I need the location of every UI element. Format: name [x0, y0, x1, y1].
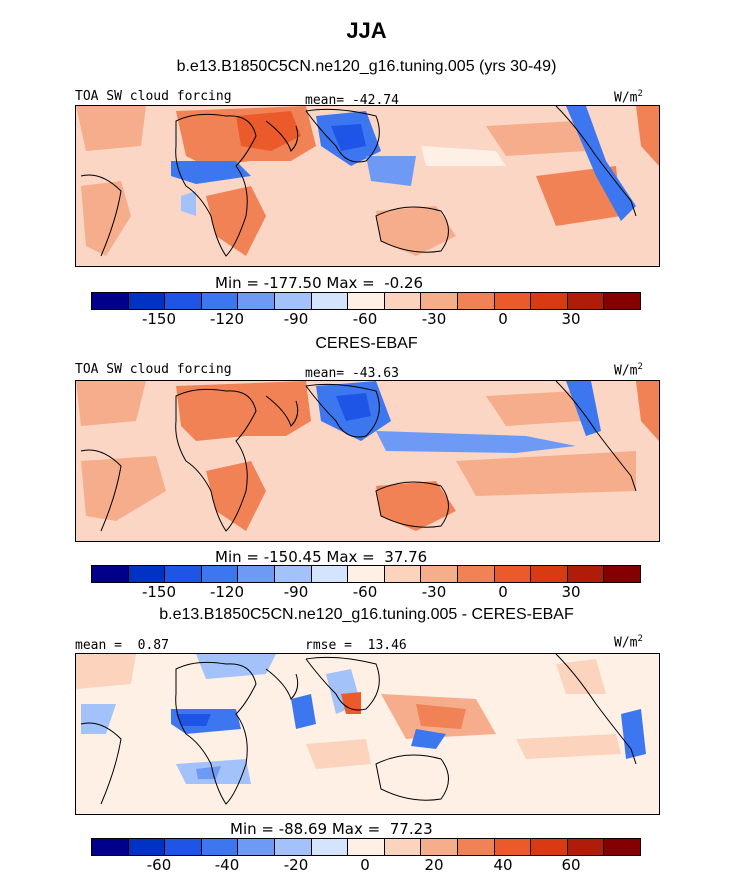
colorbar-swatch — [531, 566, 568, 582]
panel3-tick: 0 — [360, 856, 370, 874]
colorbar-swatch — [604, 839, 640, 855]
panel3-heading: b.e13.B1850C5CN.ne120_g16.tuning.005 - C… — [159, 606, 574, 623]
colorbar-swatch — [457, 839, 495, 855]
panel2-colorbar-ticks: -150 -120 -90 -60 -30 0 30 — [91, 583, 641, 603]
panel3-tick: 40 — [493, 856, 513, 874]
colorbar-swatch — [201, 293, 239, 309]
colorbar-swatch — [92, 293, 129, 309]
colorbar-swatch — [274, 839, 312, 855]
colorbar-swatch — [92, 566, 129, 582]
colorbar-swatch — [165, 839, 202, 855]
panel2-map — [75, 380, 660, 542]
panel2-heading: CERES-EBAF — [315, 335, 418, 352]
colorbar-swatch — [311, 566, 349, 582]
panel1-units-label: W/m2 — [614, 89, 643, 106]
panel2-variable-label: TOA SW cloud forcing — [75, 362, 232, 377]
panel3-tick: 60 — [561, 856, 581, 874]
panel2-minmax-label: Min = -150.45 Max = 37.76 — [215, 548, 428, 566]
panel1-tick: -120 — [209, 310, 245, 328]
colorbar-swatch — [604, 566, 640, 582]
panel1-tick: 30 — [561, 310, 581, 328]
panel3-map — [75, 653, 660, 815]
panel2-tick: -60 — [352, 583, 378, 601]
panel1-tick: -30 — [421, 310, 447, 328]
colorbar-swatch — [348, 566, 385, 582]
panel2-tick: -120 — [209, 583, 245, 601]
colorbar-swatch — [494, 566, 532, 582]
panel1-mean-label: mean= -42.74 — [305, 93, 399, 108]
colorbar-swatch — [421, 293, 458, 309]
colorbar-swatch — [604, 293, 640, 309]
colorbar-swatch — [494, 293, 532, 309]
panel1-heading: b.e13.B1850C5CN.ne120_g16.tuning.005 (yr… — [176, 58, 557, 75]
colorbar-swatch — [311, 293, 349, 309]
panel1-tick: -90 — [283, 310, 309, 328]
panel3-units-label: W/m2 — [614, 634, 643, 651]
panel3-tick: -60 — [146, 856, 172, 874]
panel3-rmse-label: rmse = 13.46 — [305, 638, 407, 653]
colorbar-swatch — [531, 293, 568, 309]
panel2-tick: -150 — [141, 583, 177, 601]
colorbar-swatch — [457, 566, 495, 582]
panel2-tick: -90 — [283, 583, 309, 601]
panel3-tick: -40 — [214, 856, 240, 874]
colorbar-swatch — [238, 566, 275, 582]
colorbar-swatch — [201, 839, 239, 855]
colorbar-swatch — [311, 839, 349, 855]
panel1-colorbar-ticks: -150 -120 -90 -60 -30 0 30 — [91, 310, 641, 330]
panel1-variable-label: TOA SW cloud forcing — [75, 89, 232, 104]
colorbar-swatch — [567, 566, 605, 582]
panel3-minmax-label: Min = -88.69 Max = 77.23 — [230, 820, 433, 838]
panel1-map — [75, 105, 660, 267]
panel1-colorbar — [91, 292, 641, 310]
colorbar-swatch — [201, 566, 239, 582]
panel1-minmax-label: Min = -177.50 Max = -0.26 — [215, 274, 424, 292]
panel1-tick: -150 — [141, 310, 177, 328]
colorbar-swatch — [567, 293, 605, 309]
panel3-colorbar-ticks: -60 -40 -20 0 20 40 60 — [91, 856, 641, 876]
colorbar-swatch — [421, 839, 458, 855]
colorbar-swatch — [128, 566, 166, 582]
colorbar-swatch — [348, 293, 385, 309]
panel2-tick: 30 — [561, 583, 581, 601]
colorbar-swatch — [531, 839, 568, 855]
colorbar-swatch — [384, 839, 422, 855]
panel3-tick: 20 — [424, 856, 444, 874]
panel1-tick: -60 — [352, 310, 378, 328]
colorbar-swatch — [421, 566, 458, 582]
colorbar-swatch — [384, 566, 422, 582]
panel3-tick: -20 — [283, 856, 309, 874]
colorbar-swatch — [238, 293, 275, 309]
panel3-colorbar — [91, 838, 641, 856]
panel2-mean-label: mean= -43.63 — [305, 366, 399, 381]
colorbar-swatch — [457, 293, 495, 309]
figure-title: JJA — [346, 18, 387, 43]
colorbar-swatch — [128, 293, 166, 309]
colorbar-swatch — [128, 839, 166, 855]
colorbar-swatch — [92, 839, 129, 855]
panel2-units-label: W/m2 — [614, 362, 643, 379]
panel1-tick: 0 — [498, 310, 508, 328]
panel2-tick: 0 — [498, 583, 508, 601]
colorbar-swatch — [274, 566, 312, 582]
colorbar-swatch — [165, 293, 202, 309]
panel2-colorbar — [91, 565, 641, 583]
colorbar-swatch — [348, 839, 385, 855]
colorbar-swatch — [567, 839, 605, 855]
panel3-mean-label: mean = 0.87 — [75, 638, 169, 653]
panel2-tick: -30 — [421, 583, 447, 601]
colorbar-swatch — [494, 839, 532, 855]
colorbar-swatch — [238, 839, 275, 855]
colorbar-swatch — [384, 293, 422, 309]
colorbar-swatch — [165, 566, 202, 582]
colorbar-swatch — [274, 293, 312, 309]
